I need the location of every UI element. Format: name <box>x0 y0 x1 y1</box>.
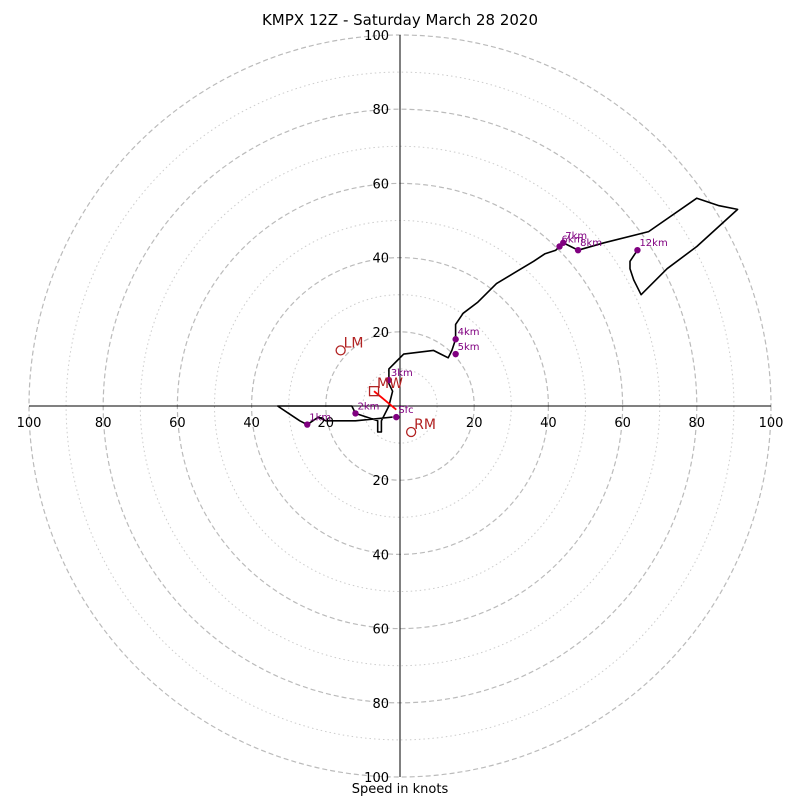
tick-label-y: 20 <box>372 474 389 489</box>
storm-motion-label: LM <box>344 335 364 351</box>
height-label: 2km <box>357 401 379 412</box>
tick-label-y: 40 <box>372 252 389 267</box>
height-marker <box>352 410 359 417</box>
height-marker <box>385 376 393 384</box>
storm-motion-label: RM <box>414 417 436 433</box>
tick-label-x: 60 <box>614 416 631 431</box>
tick-label-y: 100 <box>364 29 389 44</box>
wind-trace <box>276 197 739 433</box>
tick-label-x: 100 <box>17 416 42 431</box>
tick-label-y: 60 <box>372 177 389 192</box>
storm-motion-markers: LM RM MW <box>335 335 436 438</box>
tick-label-y: 60 <box>372 623 389 638</box>
tick-label-x: 20 <box>318 416 335 431</box>
height-label: 8km <box>580 238 602 249</box>
tick-label-y: 80 <box>372 697 389 712</box>
x-axis-label: Speed in knots <box>351 782 449 797</box>
height-label: 1km <box>309 413 331 424</box>
tick-labels: 100 80 60 40 20 20 40 60 80 100 20 40 60 80 100 20 40 60 8… <box>17 29 784 786</box>
tick-label-y: 100 <box>364 771 389 786</box>
tick-label-x: 20 <box>466 416 483 431</box>
tick-label-x: 40 <box>540 416 557 431</box>
tick-label-x: 80 <box>689 416 706 431</box>
height-label: 4km <box>458 327 480 338</box>
height-marker <box>452 350 459 358</box>
height-label: 6km <box>562 234 584 245</box>
tick-label-y: 20 <box>372 326 389 341</box>
shear-vector <box>373 390 397 411</box>
tick-label-x: 80 <box>95 416 112 431</box>
height-label: Sfc <box>398 405 413 416</box>
height-marker <box>452 336 459 343</box>
tick-label-y: 40 <box>372 548 389 563</box>
height-label: 12km <box>639 238 667 249</box>
height-marker <box>393 413 400 421</box>
storm-motion-label: MW <box>377 376 403 392</box>
storm-motion-lm <box>335 345 346 356</box>
storm-motion-rm <box>405 426 417 438</box>
chart-title: KMPX 12Z - Saturday March 28 2020 <box>261 11 539 29</box>
height-marker <box>304 421 311 428</box>
tick-label-y: 80 <box>372 103 389 118</box>
wind-trace-line <box>276 197 739 433</box>
storm-motion-mw <box>368 386 380 397</box>
height-marker <box>560 239 567 246</box>
height-marker <box>634 246 641 254</box>
tick-label-x: 60 <box>169 416 186 431</box>
tick-label-x: 40 <box>243 416 260 431</box>
height-label: 5km <box>458 342 480 353</box>
height-label: 3km <box>391 368 413 379</box>
height-label: 7km <box>565 231 587 242</box>
height-marker <box>574 246 582 254</box>
axes <box>29 35 771 777</box>
tick-label-x: 100 <box>759 416 784 431</box>
